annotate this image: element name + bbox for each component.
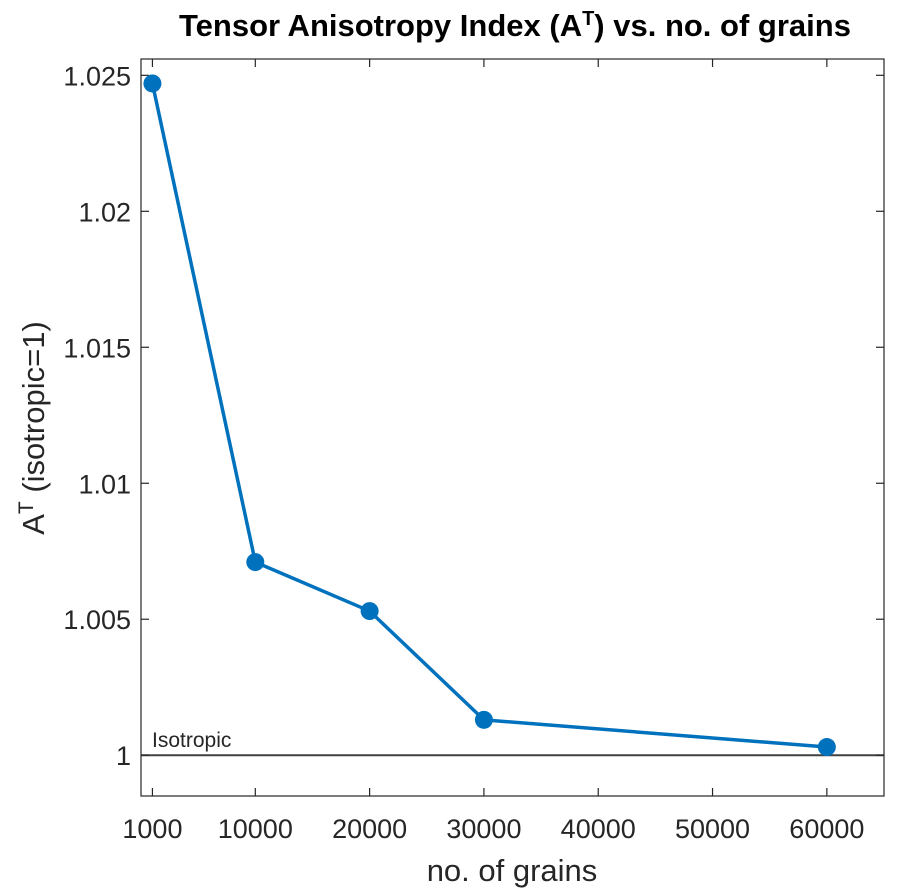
x-tick-label: 60000 [789, 814, 864, 844]
x-tick-label: 1000 [122, 814, 182, 844]
x-tick-label: 40000 [561, 814, 636, 844]
y-tick-label: 1.025 [63, 61, 131, 91]
y-axis: 1 1.005 1.01 1.015 1.02 1.025 [63, 61, 884, 771]
chart-title: Tensor Anisotropy Index (AT) vs. no. of … [179, 8, 851, 43]
data-points [143, 74, 836, 757]
x-axis-label: no. of grains [427, 853, 598, 888]
data-point [143, 74, 162, 93]
reference-line-label: Isotropic [152, 729, 231, 752]
y-axis-label: AT (isotropic=1) [15, 321, 52, 535]
y-tick-label: 1.02 [78, 197, 131, 227]
x-tick-label: 10000 [218, 814, 293, 844]
y-tick-label: 1.01 [78, 469, 131, 499]
x-tick-label: 20000 [332, 814, 407, 844]
y-tick-label: 1.015 [63, 333, 131, 363]
data-point [360, 602, 379, 621]
x-axis: 1000 10000 20000 30000 40000 50000 60000 [122, 59, 864, 844]
plot-area [140, 58, 885, 797]
y-tick-label: 1.005 [63, 605, 131, 635]
data-point [474, 710, 493, 729]
data-point [246, 553, 265, 572]
data-point [817, 738, 836, 757]
x-tick-label: 50000 [675, 814, 750, 844]
y-tick-label: 1 [116, 741, 131, 771]
x-tick-label: 30000 [446, 814, 521, 844]
